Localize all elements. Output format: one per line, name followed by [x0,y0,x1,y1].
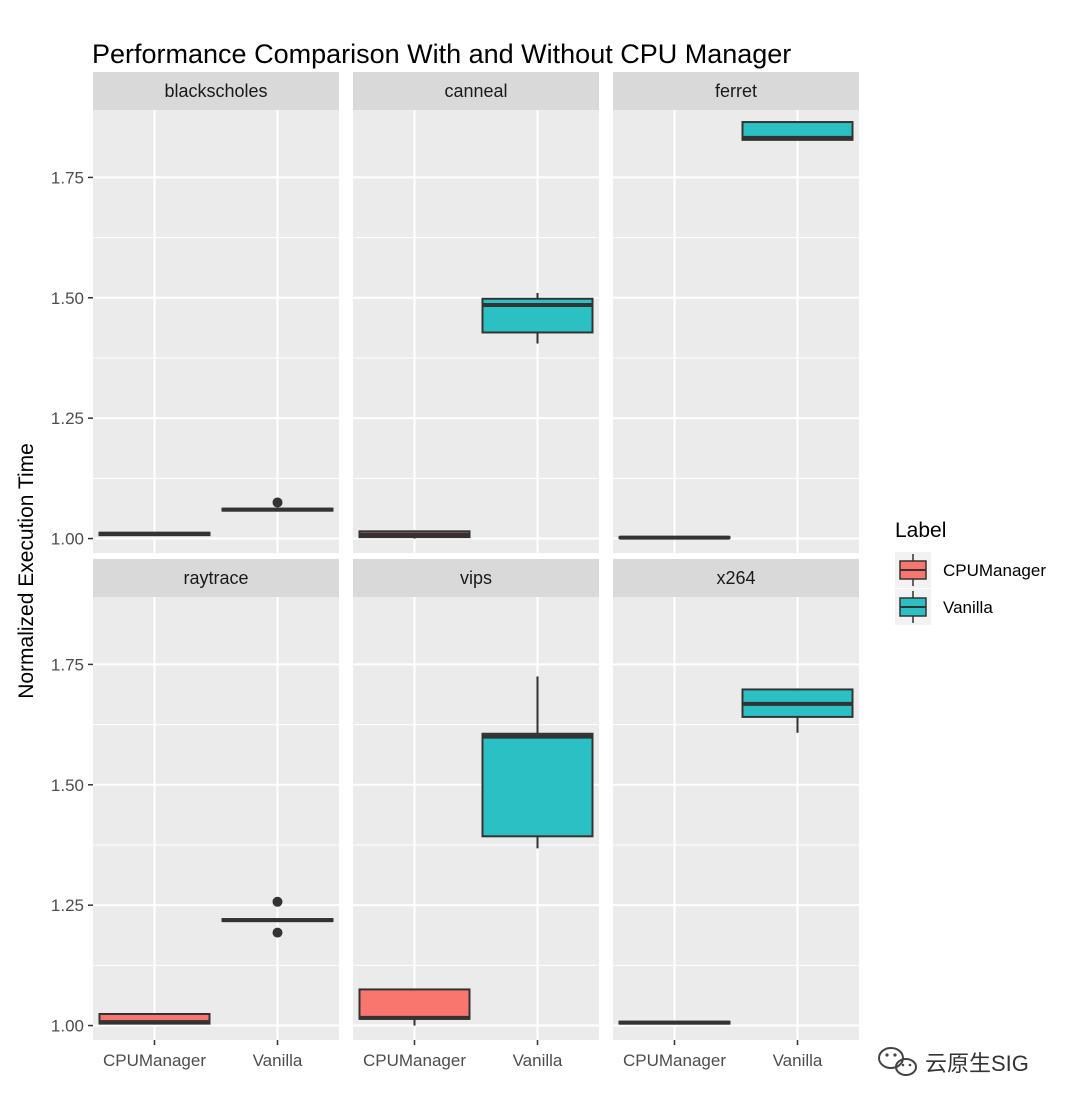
x-tick-label: Vanilla [253,1051,303,1070]
legend: Label CPUManager Vanilla [895,519,1046,625]
panel-background [613,597,859,1040]
legend-item: Vanilla [895,589,993,625]
box-iqr [358,988,471,1020]
outlier-point [272,927,283,938]
facet-strip [93,72,339,110]
box-CPUManager [358,530,471,539]
y-tick-label: 1.00 [51,530,84,549]
facet-label: ferret [715,81,757,101]
box-CPUManager [358,988,471,1026]
legend-item: CPUManager [895,552,1046,588]
panel-background [93,110,339,553]
box-CPUManager [618,535,731,540]
box-Vanilla [481,292,594,344]
box-CPUManager [98,1012,211,1025]
facet-strip [353,559,599,597]
box-Vanilla [221,497,334,512]
y-tick-label: 1.25 [51,896,84,915]
y-tick-label: 1.00 [51,1017,84,1036]
x-tick-label: CPUManager [623,1051,726,1070]
legend-title: Label [895,519,946,542]
legend-label: Vanilla [943,598,993,617]
box-Vanilla [741,688,854,733]
facet-label: blackscholes [164,81,267,101]
facet-raytrace: raytrace [93,559,339,1040]
box-iqr [481,732,594,838]
facet-strip [353,72,599,110]
facet-label: x264 [716,568,755,588]
y-tick-label: 1.25 [51,409,84,428]
box-CPUManager [618,1020,731,1025]
box-Vanilla [221,896,334,938]
chart-title: Performance Comparison With and Without … [92,39,791,69]
facet-blackscholes: blackscholes [93,72,339,553]
facet-label: vips [460,568,492,588]
y-axes: 1.00 1.25 1.50 1.75 1.00 1.25 1.50 1.75 [51,168,93,1036]
facet-vips: vips [353,559,599,1040]
box-CPUManager [98,531,211,537]
y-axis-title: Normalized Execution Time [15,443,38,699]
facet-panels: blackscholes canneal ferret raytrace vips x26… [93,72,859,1040]
facet-ferret: ferret [613,72,859,553]
facet-label: raytrace [183,568,248,588]
x-tick-label: Vanilla [773,1051,823,1070]
watermark-text: 云原生SIG [925,1051,1029,1076]
y-tick-label: 1.75 [51,168,84,187]
x-tick-label: CPUManager [363,1051,466,1070]
watermark: 云原生SIG [878,1047,1029,1076]
x-axis: CPUManager Vanilla CPUManager Vanilla CPUMan… [103,1040,823,1070]
facet-label: canneal [444,81,507,101]
y-tick-label: 1.50 [51,776,84,795]
facet-strip [613,72,859,110]
outlier-point [272,497,283,508]
y-tick-label: 1.50 [51,289,84,308]
wechat-icon [878,1047,917,1076]
facet-strip [613,559,859,597]
outlier-point [272,896,283,907]
legend-label: CPUManager [943,561,1046,580]
facet-x264: x264 [613,559,859,1040]
y-tick-label: 1.75 [51,655,84,674]
panel-background [93,597,339,1040]
x-tick-label: Vanilla [513,1051,563,1070]
x-tick-label: CPUManager [103,1051,206,1070]
panel-background [613,110,859,553]
box-Vanilla [741,121,854,141]
facet-canneal: canneal [353,72,599,553]
box-Vanilla [481,676,594,849]
facet-strip [93,559,339,597]
